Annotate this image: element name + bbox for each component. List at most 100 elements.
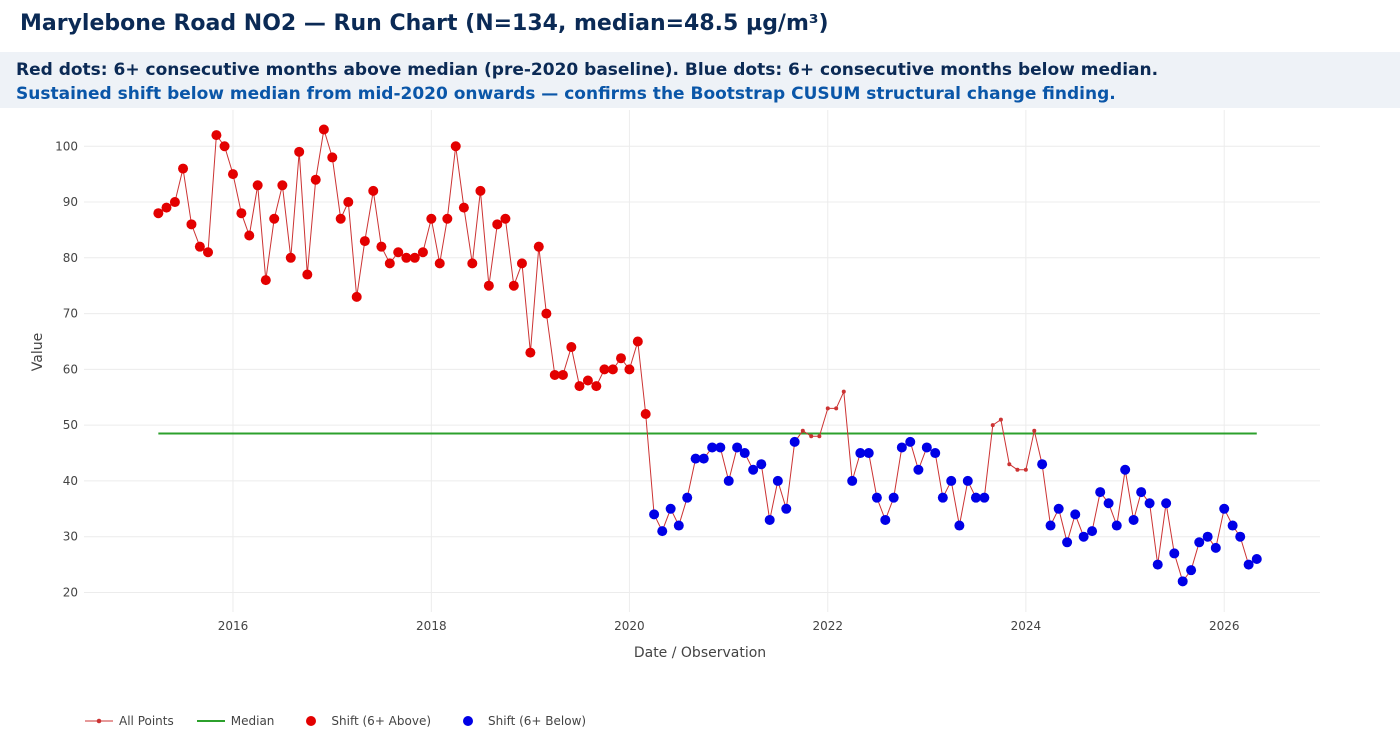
shift-above-point <box>632 336 643 347</box>
y-tick-label: 100 <box>55 139 78 153</box>
data-point <box>1023 467 1028 472</box>
shift-above-point <box>516 258 527 269</box>
y-tick-label: 30 <box>63 530 78 544</box>
shift-below-point <box>673 520 684 531</box>
legend-label-shift-below: Shift (6+ Below) <box>488 714 587 728</box>
shift-above-point <box>401 252 412 263</box>
x-tick-label: 2018 <box>416 619 447 633</box>
x-tick-label: 2022 <box>812 619 843 633</box>
shift-above-point <box>599 364 610 375</box>
shift-above-point <box>393 247 404 258</box>
shift-above-point <box>574 381 585 392</box>
data-point <box>1007 462 1012 467</box>
shift-above-point <box>343 197 354 208</box>
data-point <box>1032 428 1037 433</box>
shift-below-point <box>1128 514 1139 525</box>
shift-above-point <box>640 408 651 419</box>
legend: All Points Median Shift (6+ Above) Shift… <box>84 712 608 730</box>
shift-above-point <box>153 208 164 219</box>
shift-below-point <box>1111 520 1122 531</box>
page-title: Marylebone Road NO2 — Run Chart (N=134, … <box>20 11 829 36</box>
shift-above-point <box>302 269 313 280</box>
shift-below-point <box>690 453 701 464</box>
shift-below-point <box>1087 526 1098 537</box>
data-point <box>834 406 839 411</box>
shift-above-point <box>450 141 461 152</box>
shift-below-point <box>1186 565 1197 576</box>
legend-red-dot-icon <box>306 716 317 726</box>
shift-above-point <box>566 342 577 353</box>
annotation-shift-finding: Sustained shift below median from mid-20… <box>16 84 1116 104</box>
shift-above-point <box>533 241 544 252</box>
shift-below-point <box>789 436 800 447</box>
shift-below-point <box>748 464 759 475</box>
data-point <box>817 434 822 439</box>
shift-below-point <box>781 503 792 514</box>
data-point <box>841 389 846 394</box>
shift-below-point <box>1062 537 1073 548</box>
shift-below-point <box>657 526 668 537</box>
y-tick-label: 50 <box>63 418 78 432</box>
shift-above-point <box>591 381 602 392</box>
shift-above-point <box>318 124 329 135</box>
data-point <box>1015 467 1020 472</box>
shift-below-point <box>1210 542 1221 553</box>
shift-below-point <box>970 492 981 503</box>
shift-above-point <box>458 202 469 213</box>
shift-below-point <box>1037 459 1048 470</box>
shift-below-point <box>1053 503 1064 514</box>
shift-below-point <box>1070 509 1081 520</box>
points-layer <box>153 124 1262 587</box>
shift-above-point <box>244 230 255 241</box>
grid-layer <box>84 110 1320 612</box>
shift-below-point <box>930 448 941 459</box>
data-point <box>809 434 814 439</box>
shift-above-point <box>219 141 230 152</box>
shift-below-point <box>847 475 858 486</box>
shift-above-point <box>624 364 635 375</box>
shift-below-point <box>1136 487 1147 498</box>
shift-above-point <box>376 241 387 252</box>
shift-below-point <box>1243 559 1254 570</box>
shift-above-point <box>417 247 428 258</box>
shift-above-point <box>252 180 263 191</box>
shift-above-point <box>549 369 560 380</box>
data-point <box>800 428 805 433</box>
shift-below-point <box>1045 520 1056 531</box>
shift-above-point <box>409 252 420 263</box>
shift-above-point <box>475 185 486 196</box>
shift-above-point <box>327 152 338 163</box>
shift-below-point <box>649 509 660 520</box>
legend-item-all-points[interactable]: All Points <box>84 712 174 730</box>
shift-below-point <box>888 492 899 503</box>
annotation-box: Red dots: 6+ consecutive months above me… <box>0 52 1400 108</box>
data-point <box>998 417 1003 422</box>
shift-above-point <box>541 308 552 319</box>
shift-below-point <box>1202 531 1213 542</box>
legend-item-median[interactable]: Median <box>196 712 274 730</box>
shift-below-point <box>1120 464 1131 475</box>
y-tick-label: 20 <box>63 585 78 599</box>
shift-below-point <box>665 503 676 514</box>
shift-above-point <box>351 291 362 302</box>
shift-above-point <box>492 219 503 230</box>
shift-above-point <box>178 163 189 174</box>
x-axis-title: Date / Observation <box>634 645 766 661</box>
shift-below-point <box>715 442 726 453</box>
shift-above-point <box>236 208 247 219</box>
shift-below-point <box>1235 531 1246 542</box>
y-tick-label: 60 <box>63 362 78 376</box>
shift-below-point <box>698 453 709 464</box>
shift-below-point <box>1078 531 1089 542</box>
shift-below-point <box>723 475 734 486</box>
shift-below-point <box>871 492 882 503</box>
legend-item-shift-above[interactable]: Shift (6+ Above) <box>296 712 431 730</box>
legend-line-marker-icon <box>85 718 113 724</box>
shift-above-point <box>384 258 395 269</box>
shift-above-point <box>508 280 519 291</box>
legend-item-shift-below[interactable]: Shift (6+ Below) <box>453 712 586 730</box>
shift-above-point <box>310 174 321 185</box>
x-tick-label: 2026 <box>1209 619 1240 633</box>
shift-below-point <box>979 492 990 503</box>
shift-below-point <box>1152 559 1163 570</box>
